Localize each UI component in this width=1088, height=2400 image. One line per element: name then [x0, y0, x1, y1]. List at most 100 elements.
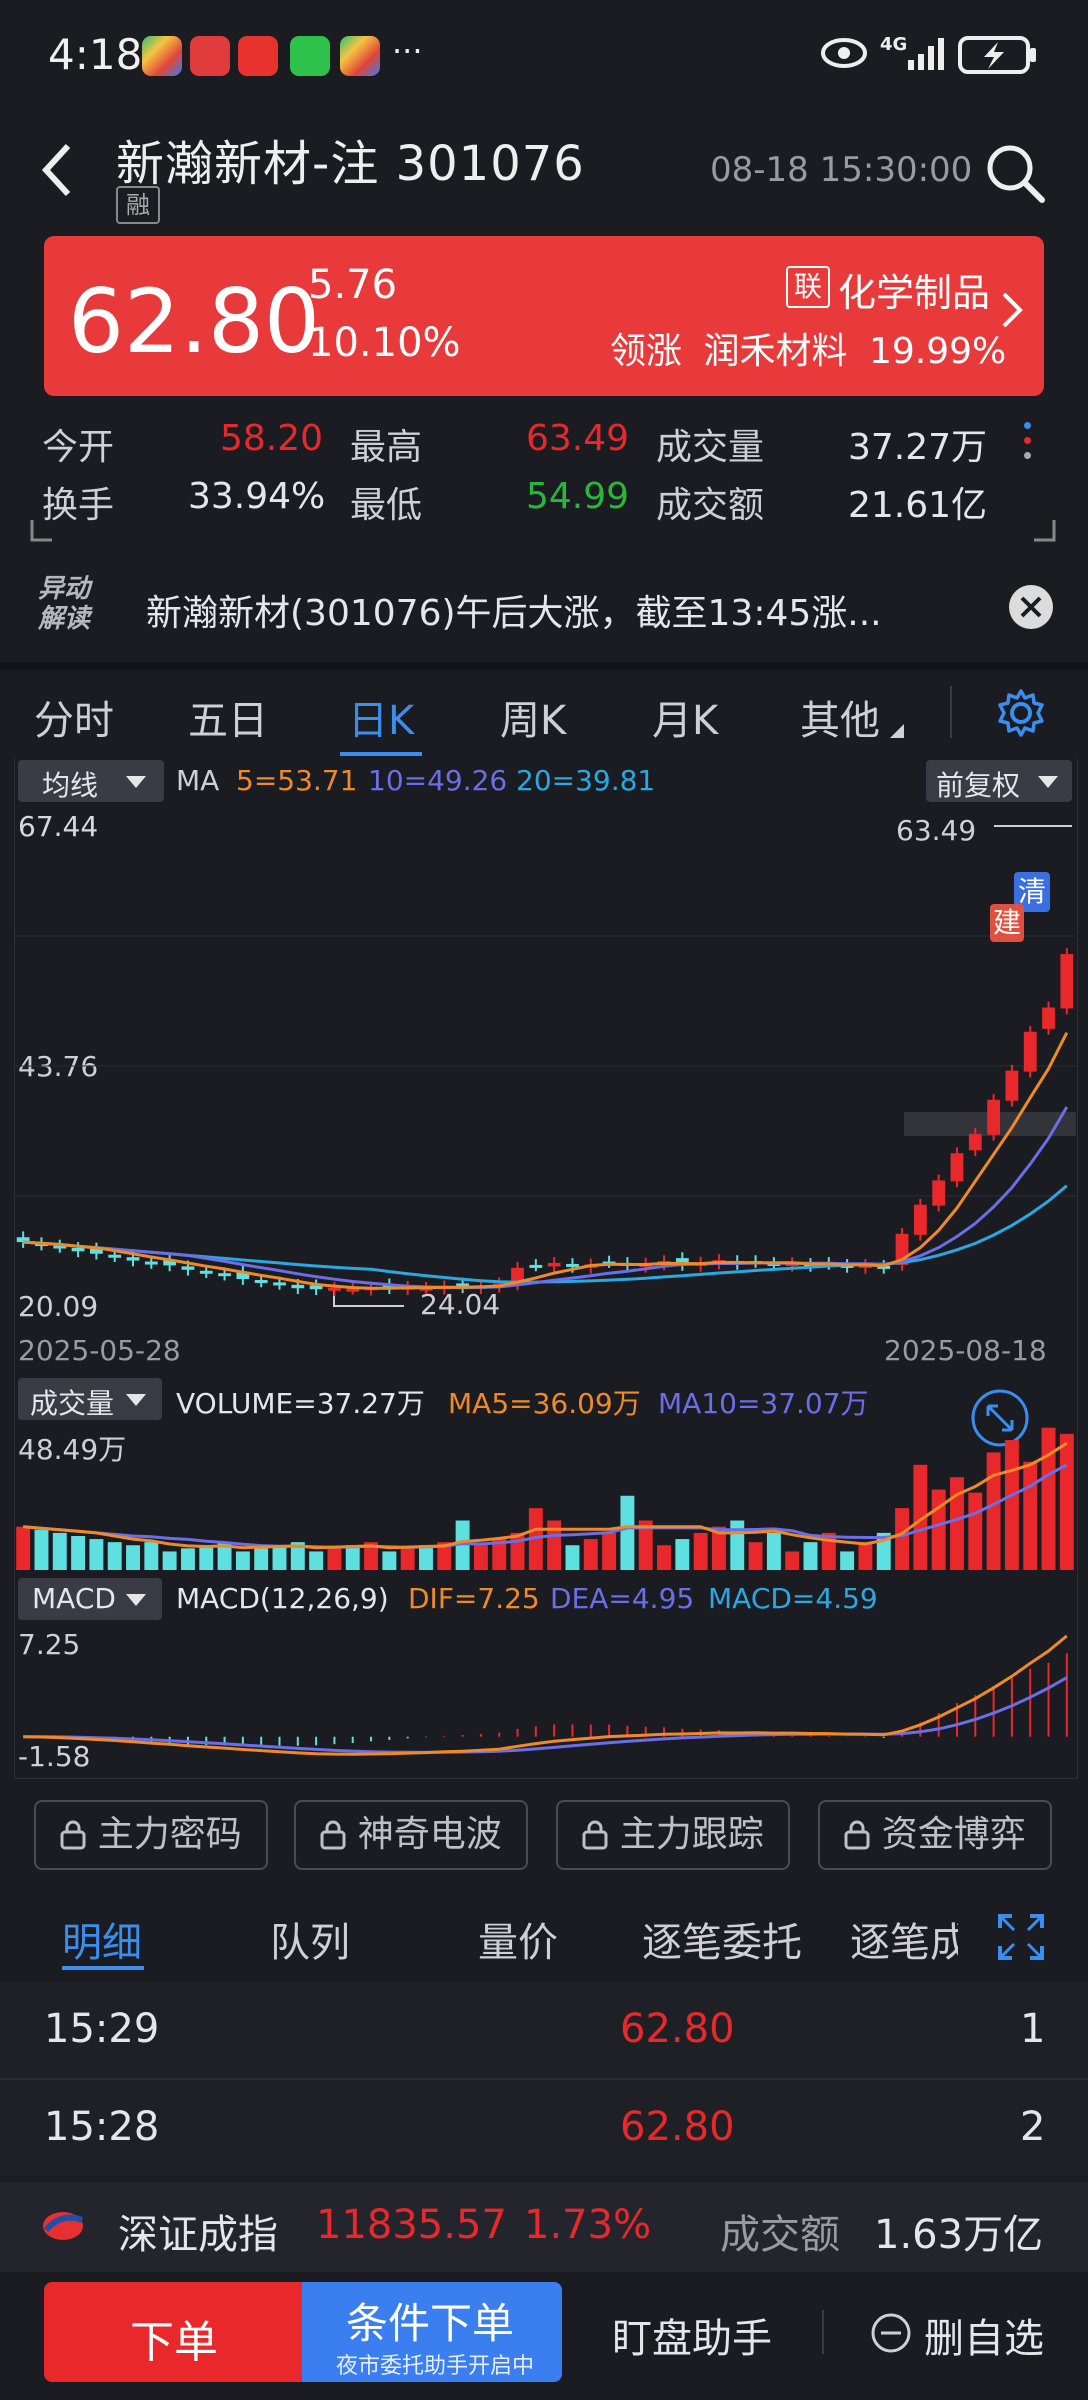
volume-selector[interactable]: 成交量: [18, 1378, 162, 1420]
lock-icon: [582, 1814, 619, 1855]
margin-badge: 融: [116, 186, 160, 224]
volume-bar: [602, 1532, 617, 1570]
tool-label: 主力跟踪: [619, 1814, 764, 1855]
minus-circle-icon[interactable]: [870, 2312, 912, 2354]
ma10-value: 10=49.26: [368, 764, 508, 797]
candlestick-chart[interactable]: [14, 800, 1076, 1330]
macd-dif: DIF=7.25: [408, 1582, 540, 1615]
industry-name[interactable]: 化学制品: [838, 271, 991, 315]
candle-body: [144, 1261, 158, 1265]
candle-body: [218, 1273, 231, 1277]
conditional-order-sub: 夜市委托助手开启中: [336, 2354, 535, 2379]
tab-intraday[interactable]: 分时: [34, 698, 114, 744]
index-name: 深证成指: [118, 2212, 278, 2258]
volume-value: 37.27万: [848, 427, 988, 468]
status-bar: 4:18 ··· 4G: [0, 0, 1088, 110]
news-banner[interactable]: 异动 解读 新瀚新材(301076)午后大涨，截至13:45涨...: [0, 556, 1088, 660]
candle-body: [108, 1254, 122, 1258]
volume-bar: [345, 1545, 360, 1570]
conditional-order-button[interactable]: 条件下单 夜市委托助手开启中: [302, 2282, 562, 2382]
news-tag: 异动 解读: [38, 574, 90, 634]
tool-main-force-tracking[interactable]: 主力跟踪: [556, 1800, 790, 1870]
close-icon[interactable]: [1006, 582, 1056, 632]
candle-body: [254, 1279, 268, 1283]
candle-body: [346, 1288, 360, 1292]
adjust-selector[interactable]: 前复权: [926, 760, 1072, 802]
tab-trade-by-trade[interactable]: 逐笔成: [850, 1920, 958, 1966]
macd-chart[interactable]: [14, 1620, 1076, 1776]
high-label: 最高: [350, 427, 423, 468]
chart-frame: [14, 758, 1078, 1779]
detail-tabs: [0, 1890, 1088, 1980]
volume-max-label: 48.49万: [18, 1433, 127, 1466]
tab-daily-k[interactable]: 日K: [348, 698, 415, 744]
volume-bar: [126, 1545, 140, 1570]
volume-value-label: VOLUME=37.27万: [176, 1387, 425, 1420]
candle-body: [53, 1245, 67, 1249]
price-panel[interactable]: [44, 236, 1044, 396]
chart-period-tabs: 分时 五日 日K 周K 月K 其他: [0, 670, 1088, 756]
candle-body: [566, 1263, 579, 1267]
index-pct: 1.73%: [524, 2202, 652, 2248]
macd-line: [23, 1634, 1068, 1756]
tool-main-force-code[interactable]: 主力密码: [34, 1800, 268, 1870]
candle-body: [309, 1285, 323, 1290]
candle-body: [382, 1284, 396, 1289]
volume-bar: [327, 1548, 342, 1570]
event-marker-qing[interactable]: 清: [1014, 872, 1050, 912]
volume-bar: [437, 1542, 452, 1570]
order-button[interactable]: 下单: [44, 2282, 302, 2382]
tool-capital-game[interactable]: 资金博弈: [818, 1800, 1052, 1870]
volume-bar: [931, 1489, 946, 1570]
divider: [0, 2078, 1088, 2080]
tab-indicator: [62, 1966, 144, 1970]
tab-five-day[interactable]: 五日: [188, 698, 268, 744]
chevron-right-icon[interactable]: [1000, 290, 1024, 341]
tool-magic-wave[interactable]: 神奇电波: [294, 1800, 528, 1870]
volume-bar: [473, 1545, 488, 1570]
event-marker-jian[interactable]: 建: [990, 904, 1024, 942]
candle-body: [987, 1099, 1001, 1135]
eye-icon: [821, 38, 867, 68]
volume-average-line: [23, 1463, 1068, 1549]
tab-other[interactable]: 其他: [800, 698, 880, 744]
volume-bar: [71, 1535, 86, 1570]
index-bar[interactable]: 深证成指 11835.57 1.73% 成交额 1.63万亿: [0, 2182, 1088, 2272]
volume-bar: [968, 1492, 983, 1570]
gear-icon[interactable]: [996, 688, 1046, 738]
watch-assistant-button[interactable]: 盯盘助手: [612, 2316, 772, 2362]
ma-selector[interactable]: 均线: [18, 760, 164, 802]
volume-bar: [950, 1477, 964, 1570]
tab-volume-price[interactable]: 量价: [478, 1920, 558, 1966]
volume-bar: [766, 1532, 781, 1570]
tab-queue[interactable]: 队列: [270, 1920, 350, 1966]
index-amount: 1.63万亿: [874, 2212, 1044, 2258]
macd-top-label: 7.25: [18, 1628, 81, 1661]
volume-bar: [657, 1545, 671, 1570]
tab-weekly-k[interactable]: 周K: [500, 698, 567, 744]
leader-pct: 19.99%: [868, 331, 1007, 372]
candle-body: [71, 1247, 85, 1252]
tab-order-by-order[interactable]: 逐笔委托: [642, 1920, 802, 1966]
volume-bar: [730, 1520, 745, 1570]
tab-detail[interactable]: 明细: [62, 1920, 142, 1966]
tab-monthly-k[interactable]: 月K: [652, 698, 719, 744]
candle-body: [950, 1153, 964, 1182]
stats-grid[interactable]: 今开 58.20 最高 63.49 成交量 37.27万 换手 33.94% 最…: [0, 410, 1088, 550]
amount-label: 成交额: [656, 485, 765, 526]
back-button[interactable]: [38, 140, 82, 200]
volume-chart[interactable]: [14, 1420, 1076, 1572]
volume-bar: [1059, 1433, 1074, 1570]
volume-bar: [711, 1526, 726, 1570]
ma5-value: 5=53.71: [236, 764, 358, 797]
remove-watchlist-button[interactable]: 删自选: [924, 2316, 1044, 2362]
expand-arrows-icon[interactable]: [970, 1388, 1030, 1448]
search-icon[interactable]: [984, 142, 1046, 204]
index-amount-label: 成交额: [720, 2212, 840, 2258]
macd-selector[interactable]: MACD: [18, 1578, 162, 1620]
tick-volume: 1: [1020, 2006, 1046, 2052]
candle-body: [273, 1282, 286, 1286]
fullscreen-icon[interactable]: [998, 1914, 1044, 1960]
more-dots-icon[interactable]: [1024, 422, 1032, 482]
volume-bar: [913, 1464, 928, 1570]
